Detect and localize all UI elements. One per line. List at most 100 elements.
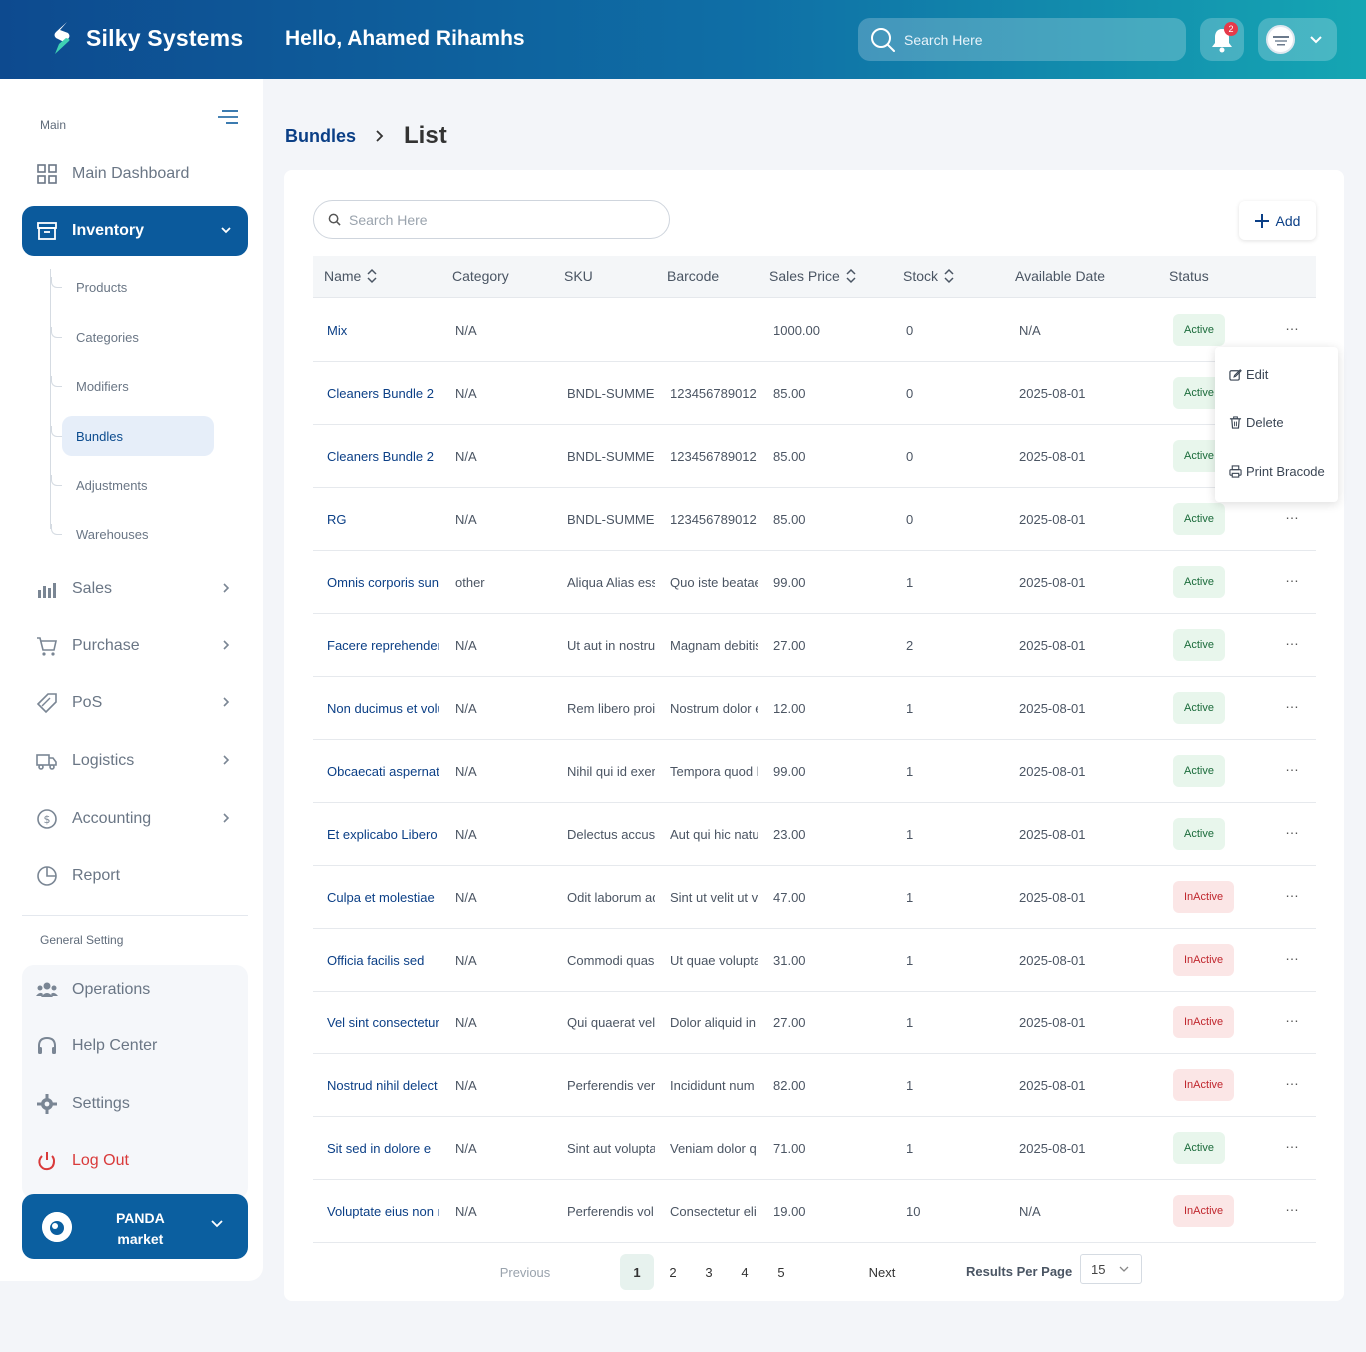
sidebar-item-pos[interactable]: PoS bbox=[22, 678, 248, 728]
more-actions-icon[interactable]: … bbox=[1285, 317, 1300, 333]
cell-name[interactable]: Facere reprehender bbox=[327, 637, 439, 653]
previous-page-button[interactable]: Previous bbox=[499, 1264, 551, 1280]
sidebar-subitem-bundles[interactable]: Bundles bbox=[51, 416, 214, 456]
cell-name[interactable]: RG bbox=[327, 511, 347, 527]
cell-name[interactable]: Sit sed in dolore e bbox=[327, 1141, 432, 1157]
page-button-4[interactable]: 4 bbox=[741, 1264, 749, 1280]
breadcrumb-parent[interactable]: Bundles bbox=[285, 125, 357, 146]
table-row[interactable]: Omnis corporis sunt other Aliqua Alias ess… bbox=[313, 551, 1316, 614]
table-row[interactable]: Et explicabo Libero N/A Delectus accus Aut … bbox=[313, 803, 1316, 866]
cell-name[interactable]: Culpa et molestiae n bbox=[327, 889, 439, 905]
table-row[interactable]: Cleaners Bundle 2 N/A BNDL-SUMMER 123456789… bbox=[313, 425, 1316, 488]
sidebar-subitem-modifiers[interactable]: Modifiers bbox=[51, 366, 214, 406]
sidebar-item-inventory[interactable]: Inventory bbox=[22, 206, 248, 256]
page-button-1[interactable]: 1 bbox=[620, 1254, 654, 1290]
more-actions-icon[interactable]: … bbox=[1285, 1135, 1300, 1152]
more-actions-icon[interactable]: … bbox=[1285, 1009, 1300, 1026]
table-row[interactable]: Vel sint consectetur N/A Qui quaerat vel Do… bbox=[313, 991, 1316, 1055]
sidebar-item-label: Help Center bbox=[72, 1037, 158, 1054]
cell-name[interactable]: Et explicabo Libero bbox=[327, 826, 438, 842]
more-actions-icon[interactable]: … bbox=[1285, 757, 1300, 774]
table-row[interactable]: Officia facilis sed N/A Commodi quas Ut qua… bbox=[313, 929, 1316, 992]
add-button[interactable]: Add bbox=[1239, 201, 1316, 240]
more-actions-icon[interactable]: … bbox=[1285, 694, 1300, 711]
menu-item-edit[interactable]: Edit bbox=[1229, 367, 1268, 382]
table-row[interactable]: Mix N/A 1000.00 0 N/A Active… bbox=[313, 299, 1316, 362]
sidebar-subitem-products[interactable]: Products bbox=[51, 267, 214, 307]
more-actions-icon[interactable]: … bbox=[1285, 946, 1300, 963]
more-actions-icon[interactable]: … bbox=[1285, 883, 1300, 900]
table-row[interactable]: Nostrud nihil delect N/A Perferendis ver In… bbox=[313, 1054, 1316, 1118]
more-actions-icon[interactable]: … bbox=[1285, 1072, 1300, 1089]
page-button-3[interactable]: 3 bbox=[705, 1264, 713, 1280]
table-row[interactable]: Sit sed in dolore e N/A Sint aut volupta Ve… bbox=[313, 1117, 1316, 1181]
cell-name[interactable]: Officia facilis sed bbox=[327, 952, 425, 968]
more-actions-icon[interactable]: … bbox=[1285, 631, 1300, 648]
brand-logo[interactable]: Silky Systems bbox=[50, 20, 243, 56]
status-badge: Active bbox=[1173, 502, 1225, 535]
store-switcher[interactable]: PANDA market bbox=[22, 1194, 248, 1259]
cell-name[interactable]: Cleaners Bundle 2 bbox=[327, 385, 434, 401]
plus-icon bbox=[1254, 213, 1269, 228]
sidebar-item-accounting[interactable]: $ Accounting bbox=[22, 794, 248, 844]
section-main-label: Main bbox=[40, 118, 67, 132]
sidebar-item-purchase[interactable]: Purchase bbox=[22, 621, 248, 671]
notification-badge: 2 bbox=[1224, 22, 1238, 36]
cell-stock: 1 bbox=[906, 700, 914, 716]
table-row[interactable]: Obcaecati aspernatu N/A Nihil qui id exer T… bbox=[313, 740, 1316, 803]
cell-name[interactable]: Vel sint consectetur bbox=[327, 1015, 439, 1031]
more-actions-icon[interactable]: … bbox=[1285, 505, 1300, 522]
table-row[interactable]: Facere reprehender N/A Ut aut in nostru Mag… bbox=[313, 614, 1316, 677]
more-actions-icon[interactable]: … bbox=[1285, 568, 1300, 585]
cell-name[interactable]: Obcaecati aspernatu bbox=[327, 763, 439, 779]
menu-item-print-barcode[interactable]: Print Bracode bbox=[1229, 464, 1325, 479]
sidebar-item-main-dashboard[interactable]: Main Dashboard bbox=[22, 149, 248, 199]
cell-name[interactable]: Nostrud nihil delect bbox=[327, 1078, 438, 1094]
page-title: List bbox=[404, 122, 447, 149]
page-button-5[interactable]: 5 bbox=[777, 1264, 785, 1280]
sidebar-item-help-center[interactable]: Help Center bbox=[22, 1021, 248, 1071]
cell-name[interactable]: Omnis corporis sunt bbox=[327, 574, 439, 590]
table-row[interactable]: Voluptate eius non r N/A Perferendis vol Co… bbox=[313, 1180, 1316, 1244]
column-header-name[interactable]: Name bbox=[324, 268, 377, 284]
dollar-circle-icon: $ bbox=[37, 809, 57, 829]
table-row[interactable]: Non ducimus et volu N/A Rem libero proi Nos… bbox=[313, 677, 1316, 740]
next-page-button[interactable]: Next bbox=[868, 1264, 896, 1280]
cell-name[interactable]: Voluptate eius non r bbox=[327, 1204, 439, 1220]
cell-available-date: 2025-08-01 bbox=[1019, 385, 1086, 401]
cell-name[interactable]: Cleaners Bundle 2 bbox=[327, 448, 434, 464]
cell-sales-price: 71.00 bbox=[773, 1141, 806, 1157]
sidebar-item-sales[interactable]: Sales bbox=[22, 564, 248, 614]
menu-collapse-icon[interactable] bbox=[216, 108, 240, 126]
table-row[interactable]: Culpa et molestiae n N/A Odit laborum ad Si… bbox=[313, 866, 1316, 929]
sidebar-item-settings[interactable]: Settings bbox=[22, 1079, 248, 1129]
cell-name[interactable]: Non ducimus et volu bbox=[327, 700, 439, 716]
cell-category: N/A bbox=[455, 700, 477, 716]
cell-stock: 0 bbox=[906, 511, 914, 527]
cell-sku: Nihil qui id exer bbox=[567, 763, 655, 779]
page-button-2[interactable]: 2 bbox=[669, 1264, 677, 1280]
sidebar-subitem-adjustments[interactable]: Adjustments bbox=[51, 465, 214, 505]
more-actions-icon[interactable]: … bbox=[1285, 1198, 1300, 1215]
menu-item-delete[interactable]: Delete bbox=[1229, 415, 1284, 430]
chevron-right-icon bbox=[223, 640, 230, 650]
column-header-label: Stock bbox=[903, 268, 939, 284]
profile-menu[interactable] bbox=[1258, 18, 1337, 61]
column-header-sales-price[interactable]: Sales Price bbox=[769, 268, 856, 284]
column-header-stock[interactable]: Stock bbox=[903, 268, 954, 284]
table-search[interactable] bbox=[313, 200, 670, 239]
table-row[interactable]: RG N/A BNDL-SUMMER 123456789012 85.00 0 2025-0… bbox=[313, 488, 1316, 551]
sidebar-item-operations[interactable]: Operations bbox=[22, 965, 248, 1015]
results-per-page-select[interactable]: 15 bbox=[1080, 1254, 1142, 1284]
sidebar-subitem-warehouses[interactable]: Warehouses bbox=[51, 514, 214, 554]
more-actions-icon[interactable]: … bbox=[1285, 820, 1300, 837]
table-search-input[interactable] bbox=[349, 211, 649, 228]
notifications-button[interactable]: 2 bbox=[1200, 18, 1244, 61]
table-row[interactable]: Cleaners Bundle 2 N/A BNDL-SUMMER 123456789… bbox=[313, 362, 1316, 425]
sidebar-item-logout[interactable]: Log Out bbox=[22, 1136, 248, 1186]
cell-name[interactable]: Mix bbox=[327, 323, 348, 338]
global-search[interactable]: Search Here bbox=[858, 18, 1186, 61]
sidebar-subitem-categories[interactable]: Categories bbox=[51, 317, 214, 357]
sidebar-item-logistics[interactable]: Logistics bbox=[22, 736, 248, 786]
sidebar-item-report[interactable]: Report bbox=[22, 851, 248, 901]
